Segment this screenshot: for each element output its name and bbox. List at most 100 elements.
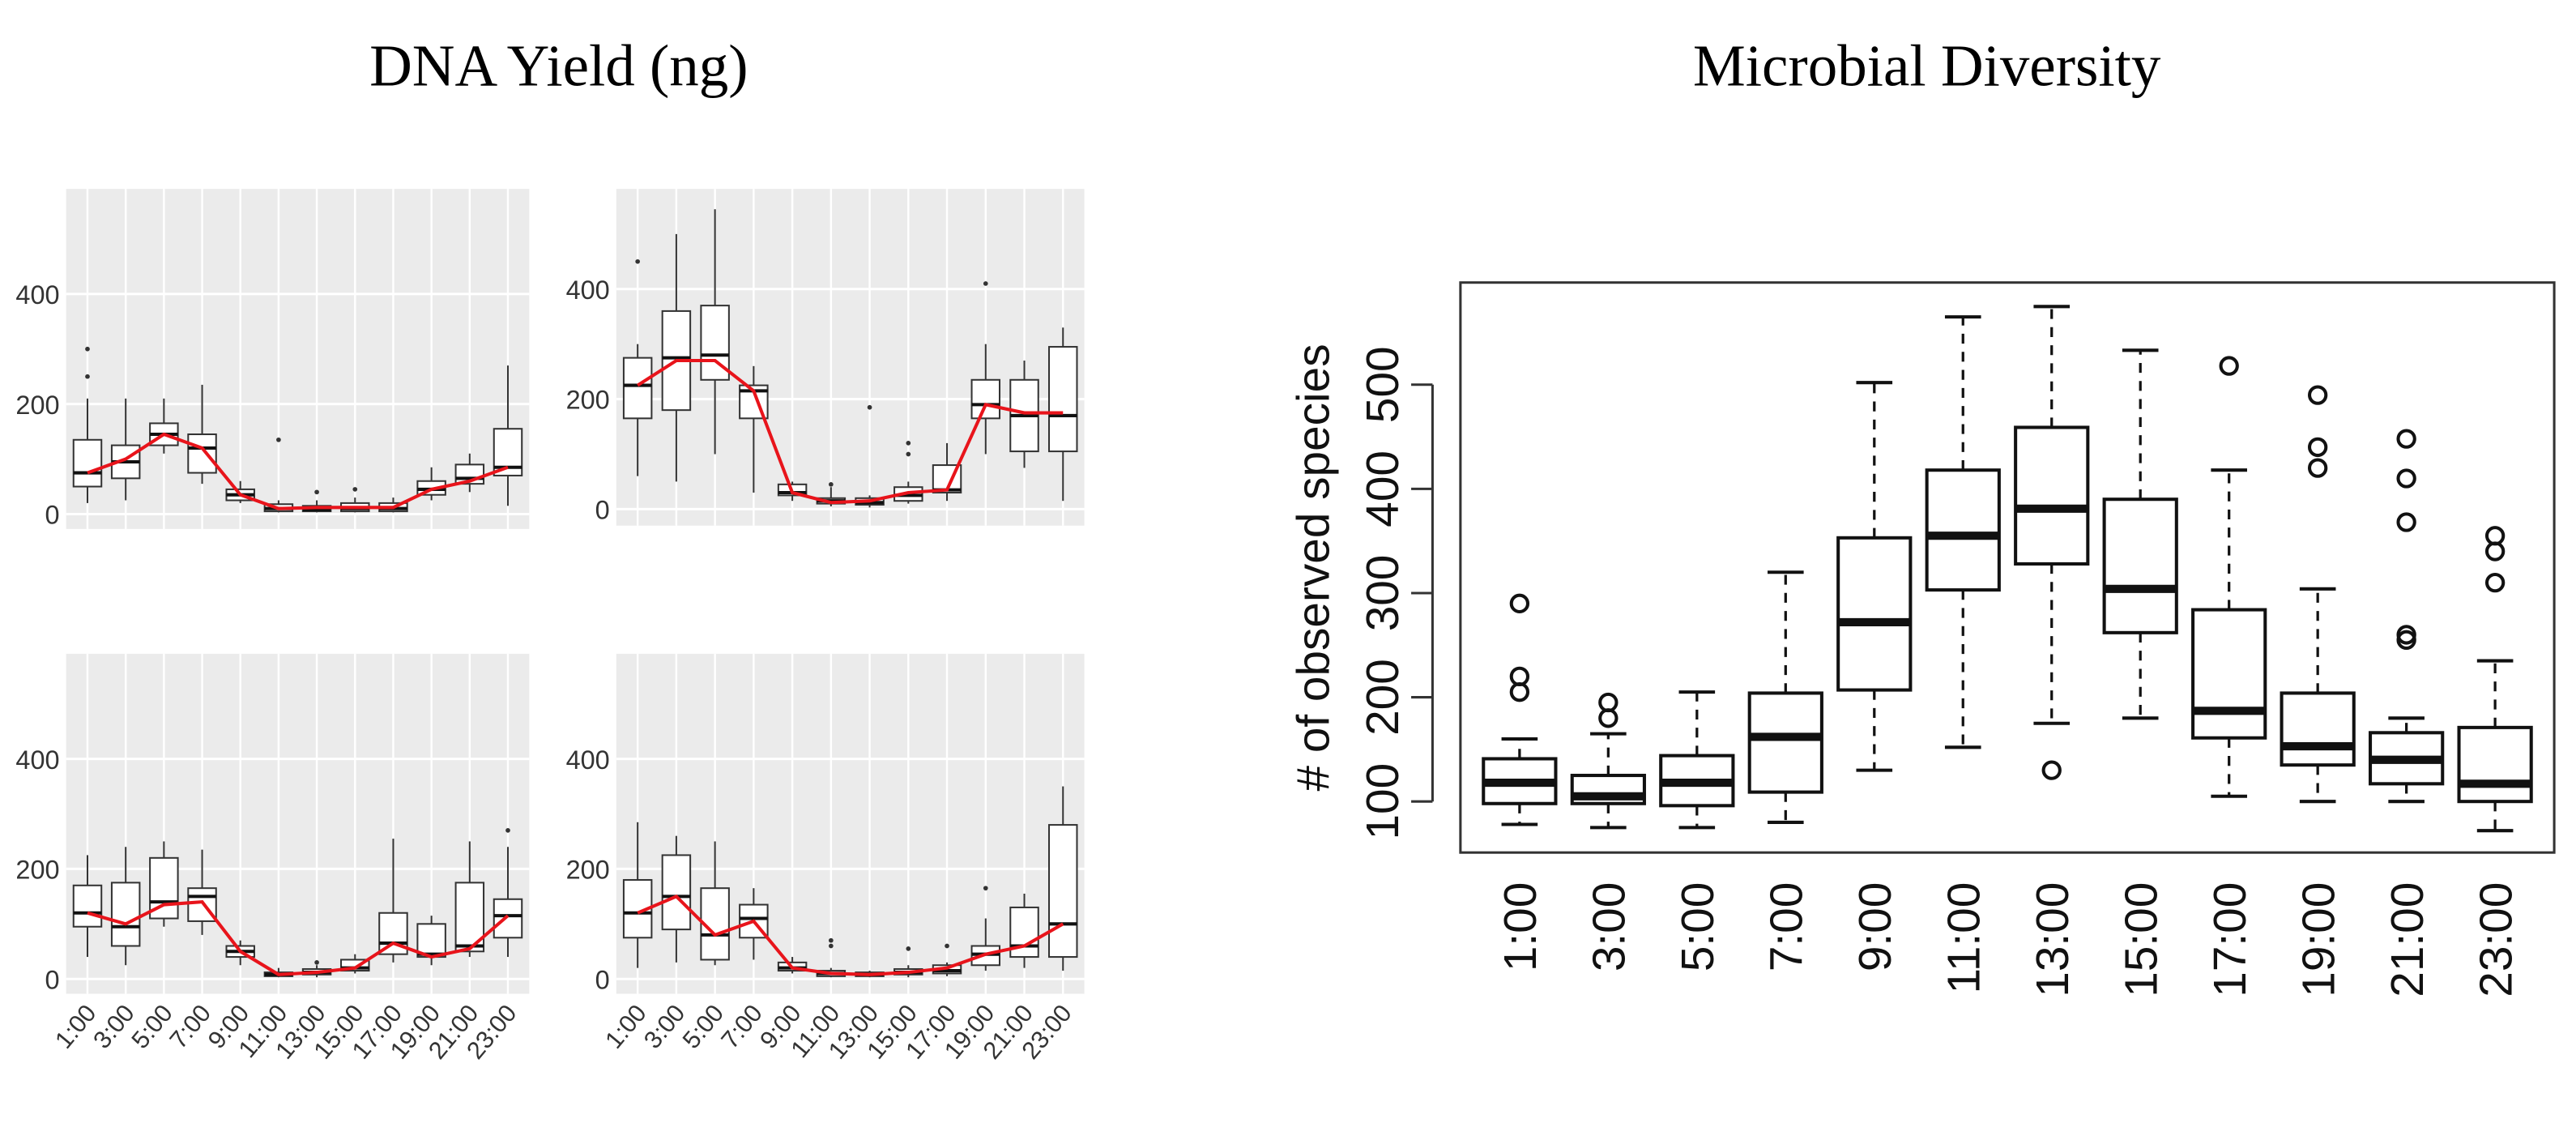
outlier <box>2396 468 2416 489</box>
box <box>72 438 103 488</box>
y-tick-label: 400 <box>15 280 59 310</box>
x-tick-label: 15:00 <box>2116 882 2167 997</box>
y-tick-label: 400 <box>1358 450 1409 527</box>
y-tick-label: 200 <box>566 856 610 885</box>
outlier <box>314 489 319 495</box>
outlier <box>945 943 949 949</box>
x-tick-label: 23:00 <box>2471 882 2522 997</box>
y-tick-label: 300 <box>1358 555 1409 632</box>
plot-background <box>616 653 1085 994</box>
outlier <box>906 946 911 951</box>
outlier <box>2484 526 2506 546</box>
box <box>187 433 217 474</box>
outlier <box>1509 681 1530 702</box>
box <box>1048 346 1078 453</box>
x-tick-label: 17:00 <box>2205 882 2256 997</box>
plot-background <box>616 189 1085 526</box>
outlier <box>2396 429 2416 449</box>
x-tick-label: 9:00 <box>1850 882 1901 971</box>
box <box>970 378 1001 420</box>
outlier <box>867 404 872 410</box>
y-tick-label: 400 <box>15 745 59 775</box>
x-tick-label: 21:00 <box>2382 882 2433 997</box>
box <box>493 898 523 939</box>
x-tick-label: 13:00 <box>2028 882 2079 997</box>
outlier <box>505 828 510 833</box>
y-tick-label: 400 <box>566 275 610 305</box>
y-tick-label: 0 <box>45 501 59 530</box>
outlier <box>828 937 834 943</box>
y-tick-label: 100 <box>1358 763 1409 840</box>
x-tick-label: 3:00 <box>88 1000 140 1054</box>
x-tick-label: 7:00 <box>716 1000 768 1054</box>
box <box>72 884 103 928</box>
y-tick-label: 0 <box>45 965 59 994</box>
outlier <box>1509 593 1530 613</box>
plot-background <box>66 189 530 529</box>
heading: Microbial Diversity <box>1693 32 2161 98</box>
outlier <box>828 943 834 949</box>
plot-background <box>66 653 530 994</box>
outlier <box>828 481 834 487</box>
x-tick-label: 3:00 <box>1584 882 1636 971</box>
outlier <box>276 437 281 442</box>
outlier <box>2308 385 2328 405</box>
box <box>2191 608 2267 740</box>
outlier <box>906 441 911 446</box>
outlier <box>2484 572 2506 593</box>
outlier <box>2219 356 2239 376</box>
box <box>661 854 692 931</box>
outlier <box>1509 666 1530 687</box>
y-tick-label: 0 <box>595 496 610 525</box>
y-tick-label: 200 <box>15 391 59 420</box>
box <box>2014 425 2090 566</box>
y-axis-label: # of observed species <box>1289 344 1340 791</box>
x-tick-label: 5:00 <box>677 1000 729 1054</box>
box <box>1925 468 2001 592</box>
y-tick-label: 200 <box>1358 659 1409 736</box>
x-tick-label: 1:00 <box>49 1000 101 1054</box>
outlier <box>1598 692 1619 713</box>
box <box>622 357 653 420</box>
box <box>2457 725 2533 804</box>
outlier <box>2308 437 2328 458</box>
box <box>2280 691 2356 767</box>
x-tick-label: 19:00 <box>2293 882 2344 997</box>
trend-line <box>637 894 1064 976</box>
y-tick-label: 500 <box>1358 346 1409 423</box>
outlier <box>85 374 90 379</box>
outlier <box>983 886 988 891</box>
x-tick-label: 7:00 <box>164 1000 216 1054</box>
box <box>1747 691 1823 794</box>
x-tick-label: 5:00 <box>1673 882 1724 971</box>
outlier <box>2484 541 2506 561</box>
outlier <box>2308 458 2328 478</box>
outlier <box>2396 512 2416 532</box>
heading: DNA Yield (ng) <box>369 32 748 98</box>
trend-line <box>87 432 509 510</box>
outlier <box>2396 630 2416 651</box>
outlier <box>85 346 90 352</box>
trend-line <box>87 900 510 976</box>
outlier <box>2041 760 2062 780</box>
y-tick-label: 200 <box>566 386 610 415</box>
outlier <box>1598 708 1619 728</box>
box <box>2102 497 2178 634</box>
y-tick-label: 400 <box>566 745 610 775</box>
plot-frame <box>1459 281 2556 854</box>
outlier <box>635 258 640 264</box>
outlier <box>352 487 358 492</box>
x-tick-label: 1:00 <box>600 1000 652 1054</box>
y-tick-label: 0 <box>595 965 610 994</box>
x-tick-label: 7:00 <box>1762 882 1813 971</box>
outlier <box>983 281 988 286</box>
outlier <box>314 960 319 965</box>
box <box>110 882 141 947</box>
box <box>1048 824 1078 959</box>
trend-line <box>637 359 1064 505</box>
x-tick-label: 5:00 <box>126 1000 178 1054</box>
box <box>1836 536 1913 692</box>
x-tick-label: 3:00 <box>638 1000 690 1054</box>
